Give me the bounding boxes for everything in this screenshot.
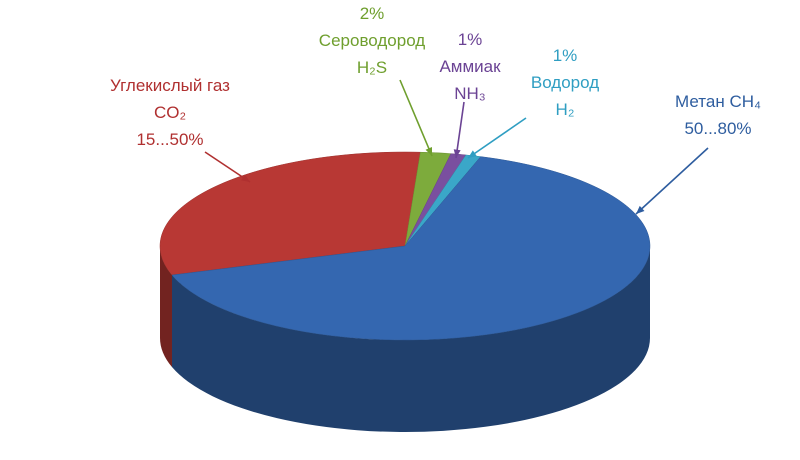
slice-label: Сероводород — [319, 31, 425, 50]
formula: H₂S — [357, 58, 387, 77]
slice-label: 1% — [458, 30, 483, 49]
slice-label: 50...80% — [684, 119, 751, 138]
label-text: Водород — [531, 73, 599, 92]
label-text: Аммиак — [439, 57, 501, 76]
label-text: Углекислый газ — [110, 76, 230, 95]
slice-label: 2% — [360, 4, 385, 23]
slice-label: NH₃ — [454, 84, 485, 103]
leader-line — [455, 101, 465, 159]
slice-label: Аммиак — [439, 57, 501, 76]
label-text: 50...80% — [684, 119, 751, 138]
slice-label: 15...50% — [136, 130, 203, 149]
formula: NH₃ — [454, 84, 485, 103]
slice-label: Углекислый газ — [110, 76, 230, 95]
label-text: 1% — [458, 30, 483, 49]
label-text: 2% — [360, 4, 385, 23]
slice-label: Метан CH₄ — [675, 92, 761, 111]
slice — [159, 151, 421, 276]
label-text: Сероводород — [319, 31, 425, 50]
slice-label: H₂S — [357, 58, 387, 77]
slice-side — [171, 246, 650, 432]
arrow-head — [453, 149, 461, 158]
leader-line — [635, 147, 709, 215]
leader-line — [204, 151, 251, 183]
formula: CH₄ — [729, 92, 761, 111]
formula: CO₂ — [154, 103, 186, 122]
slice — [171, 156, 651, 341]
label-text: 1% — [553, 46, 578, 65]
slice-label: 1% — [553, 46, 578, 65]
arrow-head — [636, 205, 645, 214]
slice-label: Водород — [531, 73, 599, 92]
slice-side — [160, 246, 172, 368]
label-text: 15...50% — [136, 130, 203, 149]
label-text: Метан — [675, 92, 725, 111]
leader-line — [399, 79, 433, 157]
arrow-head — [241, 174, 250, 182]
formula: H₂ — [556, 100, 575, 119]
slice-label: CO₂ — [154, 103, 186, 122]
slice-label: H₂ — [556, 100, 575, 119]
arrow-head — [468, 150, 477, 158]
arrow-head — [425, 147, 433, 156]
leader-line — [467, 117, 527, 159]
